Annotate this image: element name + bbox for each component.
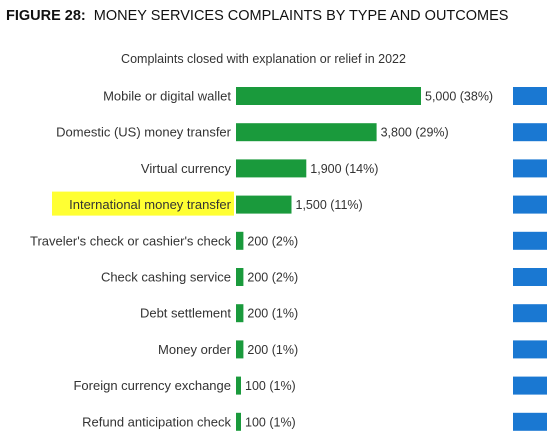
value-label: 5,000 (38%) (425, 90, 493, 104)
category-label: Refund anticipation check (82, 414, 231, 429)
value-label: 200 (2%) (247, 271, 298, 285)
adjacent-panel-bar (513, 268, 547, 286)
figure-title: FIGURE 28: MONEY SERVICES COMPLAINTS BY T… (6, 8, 508, 24)
category-label: Debt settlement (140, 306, 231, 321)
value-label: 200 (2%) (247, 234, 298, 248)
bar (236, 340, 244, 359)
adjacent-panel-bar (513, 376, 547, 395)
adjacent-panel-bar (513, 87, 547, 105)
category-label: Mobile or digital wallet (103, 89, 231, 104)
bar (236, 195, 292, 214)
adjacent-panel-bar (513, 123, 547, 142)
figure-number: FIGURE 28: (6, 8, 86, 24)
category-label: Money order (158, 342, 232, 357)
adjacent-panel-bar (513, 231, 547, 250)
figure-title-text: MONEY SERVICES COMPLAINTS BY TYPE AND OU… (93, 8, 509, 24)
adjacent-panel-bar (513, 195, 547, 214)
bar (236, 231, 244, 250)
bar (236, 412, 241, 431)
value-label: 3,800 (29%) (381, 126, 449, 140)
category-label: Traveler's check or cashier's check (30, 233, 231, 248)
bar (236, 268, 244, 286)
value-label: 200 (1%) (247, 307, 298, 321)
adjacent-panel-bar (513, 304, 547, 323)
category-label: Check cashing service (101, 270, 231, 285)
bar (236, 87, 421, 105)
category-label: Foreign currency exchange (73, 378, 231, 393)
bar (236, 159, 307, 178)
bar (236, 123, 377, 142)
highlight-marker (52, 191, 234, 216)
value-label: 1,500 (11%) (296, 198, 363, 212)
adjacent-panel-bar (513, 412, 547, 431)
adjacent-panel-bar (513, 159, 547, 178)
category-label: Domestic (US) money transfer (56, 125, 231, 140)
value-label: 1,900 (14%) (310, 162, 378, 176)
bar (236, 376, 241, 395)
chart-subtitle: Complaints closed with explanation or re… (121, 52, 406, 66)
bar (236, 304, 244, 323)
value-label: 100 (1%) (245, 379, 296, 393)
adjacent-panel-bar (513, 340, 547, 359)
value-label: 200 (1%) (247, 343, 298, 357)
value-label: 100 (1%) (245, 415, 296, 429)
category-label: Virtual currency (141, 161, 232, 176)
category-label: International money transfer (69, 197, 232, 212)
